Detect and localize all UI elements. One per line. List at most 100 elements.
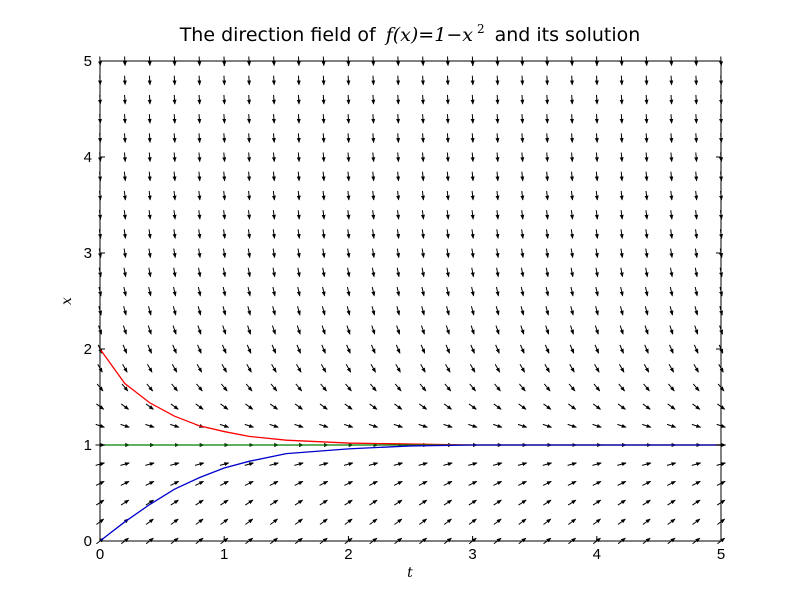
field-arrow [120, 480, 130, 486]
field-arrow [296, 267, 301, 278]
field-arrow [594, 114, 599, 124]
field-arrow [694, 306, 699, 316]
field-arrow [520, 152, 525, 163]
x-tick-label: 5 [717, 546, 725, 563]
field-arrow [443, 462, 453, 467]
field-arrow [269, 518, 279, 525]
field-arrow [669, 248, 674, 259]
field-arrow [120, 499, 130, 506]
field-arrow [470, 133, 475, 144]
field-arrow [294, 480, 304, 486]
field-arrow [395, 364, 401, 373]
field-arrow [270, 383, 278, 392]
field-arrow [247, 229, 252, 240]
field-arrow [469, 364, 476, 373]
field-arrow [145, 499, 155, 506]
field-arrow [445, 210, 450, 220]
field-arrow [445, 133, 450, 144]
field-arrow [420, 190, 425, 201]
field-arrow [644, 133, 649, 144]
field-arrow [594, 75, 599, 86]
field-arrow [222, 190, 227, 201]
field-arrow [245, 518, 254, 525]
field-arrow [147, 114, 152, 124]
field-arrow [592, 480, 602, 486]
field-arrow [445, 94, 450, 105]
field-arrow [246, 364, 252, 373]
field-arrow [345, 364, 352, 373]
field-arrow [520, 267, 525, 278]
field-arrow [619, 229, 624, 240]
field-arrow [668, 364, 675, 373]
field-arrow [271, 94, 276, 105]
field-arrow [666, 462, 677, 467]
field-arrow [669, 325, 674, 335]
field-arrow [418, 423, 428, 428]
field-arrow [271, 325, 276, 335]
field-arrow [122, 152, 127, 163]
field-arrow [444, 383, 452, 392]
x-tick-label: 0 [96, 546, 104, 563]
field-arrow [147, 325, 152, 335]
field-arrow [470, 286, 475, 297]
field-arrow [420, 133, 425, 144]
field-arrow [271, 114, 276, 124]
field-arrow [394, 518, 403, 525]
field-arrow [122, 344, 128, 354]
field-arrow [493, 518, 502, 525]
field-arrow [346, 306, 351, 316]
field-arrow [470, 171, 475, 182]
field-arrow [346, 94, 351, 105]
field-arrow [520, 306, 525, 316]
field-arrow [343, 462, 354, 467]
field-arrow [147, 152, 152, 163]
y-axis-label: x [59, 297, 75, 305]
field-arrow [321, 190, 326, 201]
field-arrow [519, 383, 526, 392]
field-arrow [170, 423, 180, 428]
field-arrow [545, 94, 550, 105]
field-arrow [120, 403, 130, 410]
field-arrow [346, 229, 351, 240]
x-tick-label: 4 [593, 546, 601, 563]
field-arrow [470, 210, 475, 220]
field-arrow [196, 364, 203, 373]
field-arrow [619, 114, 624, 124]
field-arrow [369, 499, 378, 506]
field-arrow [145, 480, 155, 486]
field-arrow [644, 152, 649, 163]
field-arrow [272, 306, 276, 316]
field-arrow [569, 364, 575, 373]
field-arrow [692, 383, 700, 392]
field-arrow [470, 306, 475, 316]
field-arrow [545, 114, 550, 124]
field-arrow [594, 171, 599, 182]
field-arrow [147, 286, 152, 297]
field-arrow [271, 344, 277, 354]
field-arrow [171, 364, 178, 373]
field-arrow [147, 306, 152, 316]
field-arrow [667, 499, 676, 506]
field-arrow [247, 210, 252, 220]
field-arrow [520, 325, 525, 335]
x-tick-label: 3 [468, 546, 476, 563]
field-arrow [543, 518, 552, 525]
field-arrow [371, 75, 376, 86]
field-arrow [617, 480, 627, 486]
field-arrow [543, 403, 552, 410]
field-arrow [222, 114, 227, 124]
field-arrow [520, 75, 525, 86]
field-arrow [222, 286, 227, 297]
field-arrow [145, 518, 154, 525]
solution-curve-0 [99, 348, 721, 446]
field-arrow [147, 75, 152, 86]
field-arrow [296, 364, 302, 373]
field-arrow [420, 75, 425, 86]
field-arrow [592, 403, 602, 410]
field-arrow [469, 383, 476, 392]
field-arrow [691, 480, 701, 486]
field-arrow [247, 325, 252, 335]
field-arrow [195, 403, 204, 410]
field-arrow [396, 306, 401, 316]
